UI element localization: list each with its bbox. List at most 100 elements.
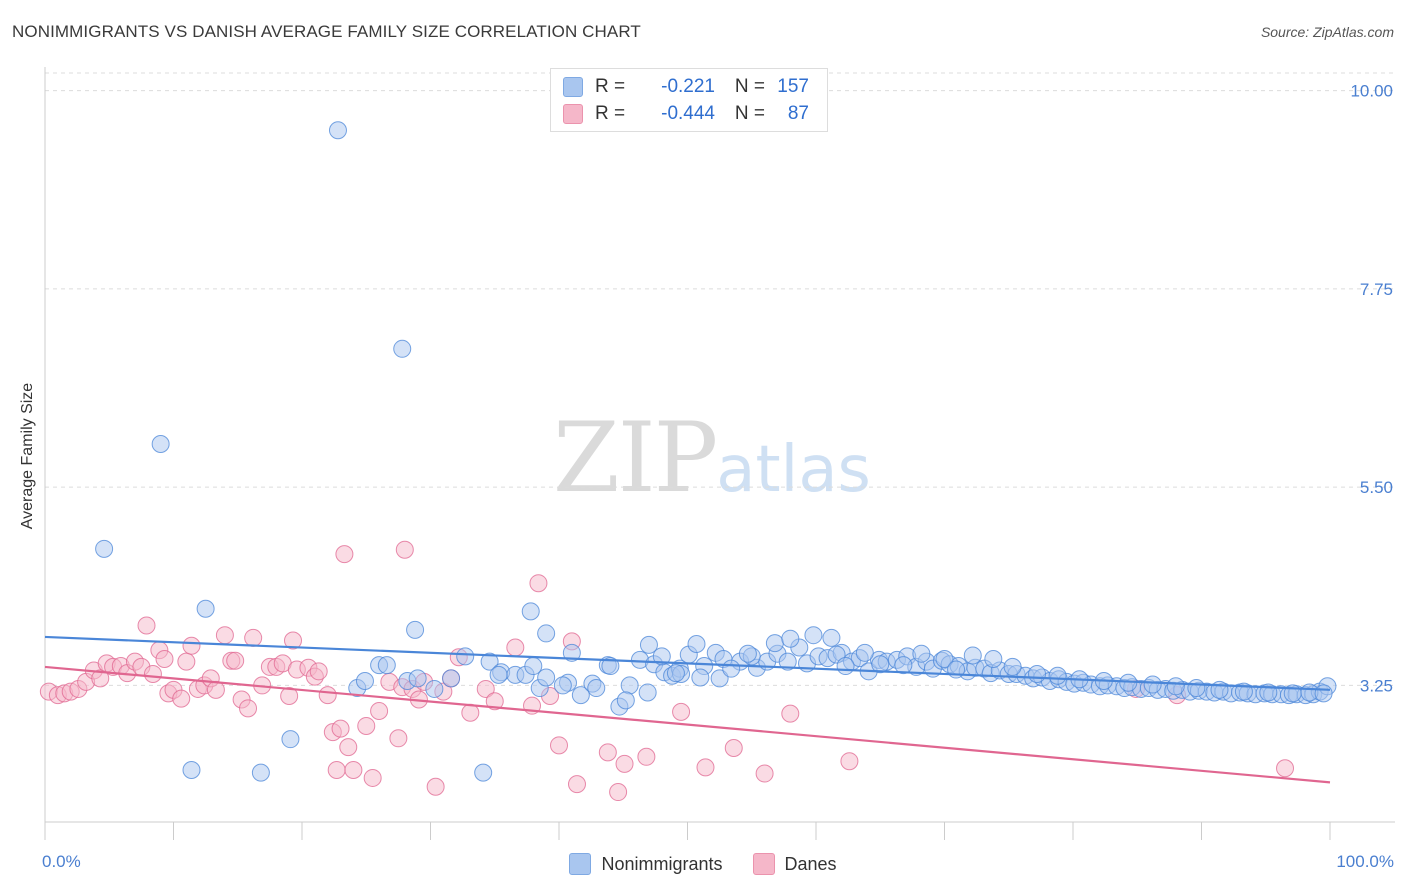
danes-point: [172, 689, 191, 708]
nonimmigrants-swatch: [563, 77, 583, 97]
y-tick-label: 5.50: [1360, 478, 1393, 497]
nonimmigrant-point: [1314, 684, 1333, 703]
nonimmigrant-point: [182, 761, 201, 780]
nonimmigrant-point: [710, 669, 729, 688]
danes-point: [137, 616, 156, 635]
nonimmigrant-point: [652, 647, 671, 666]
axes: [44, 67, 1395, 840]
danes-point: [284, 631, 303, 650]
nonimmigrant-point: [620, 676, 639, 695]
danes-point: [318, 686, 337, 705]
nonimmigrant-point: [1028, 664, 1047, 683]
n-value: 87: [787, 103, 809, 124]
nonimmigrant-point: [781, 629, 800, 648]
r-value: -0.444: [661, 103, 715, 124]
danes-point: [426, 777, 445, 796]
nonimmigrant-point: [537, 624, 556, 643]
danes-swatch: [563, 104, 583, 124]
nonimmigrant-point: [553, 676, 572, 695]
nonimmigrant-point: [151, 434, 170, 453]
danes-point: [755, 764, 774, 783]
nonimmigrant-point: [377, 656, 396, 675]
x-tick-label-max: 100.0%: [1336, 852, 1394, 871]
danes-point: [672, 702, 691, 721]
nonimmigrant-point: [687, 635, 706, 654]
nonimmigrant-point: [778, 652, 797, 671]
nonimmigrant-point: [616, 691, 635, 710]
nonimmigrant-point: [456, 647, 475, 666]
nonimmigrant-point: [822, 628, 841, 647]
nonimmigrant-point: [355, 672, 374, 691]
danes-point: [155, 649, 174, 668]
series-legend: Nonimmigrants Danes: [0, 853, 1406, 875]
danes-point: [395, 540, 414, 559]
nonimmigrants-trend-line: [44, 635, 1331, 691]
zipatlas-watermark: ZIPatlas: [553, 402, 871, 514]
legend-label-nonimmigrants: Nonimmigrants: [601, 853, 723, 874]
danes-point: [529, 574, 548, 593]
danes-point: [724, 738, 743, 757]
danes-point: [485, 692, 504, 711]
nonimmigrant-point: [639, 635, 658, 654]
danes-point: [567, 775, 586, 794]
danes-point: [244, 628, 263, 647]
danes-point: [344, 761, 363, 780]
nonimmigrant-point: [95, 539, 114, 558]
nonimmigrant-point: [765, 634, 784, 653]
danes-legend-swatch: [752, 853, 775, 875]
y-tick-label: 10.00: [1350, 82, 1393, 101]
nonimmigrant-point: [984, 649, 1003, 668]
danes-point: [615, 754, 634, 773]
danes-point: [461, 703, 480, 722]
nonimmigrant-point: [251, 763, 270, 782]
watermark-zip: ZIP: [553, 402, 718, 514]
nonimmigrant-point: [871, 655, 890, 674]
danes-point: [239, 699, 258, 718]
nonimmigrants-legend-swatch: [569, 853, 592, 875]
danes-point: [357, 716, 376, 735]
nonimmigrant-point: [691, 668, 710, 687]
n-value: 157: [777, 76, 809, 97]
nonimmigrant-point: [1187, 679, 1206, 698]
legend-row-danes: R = -0.444 N = 87: [563, 101, 809, 127]
danes-point: [781, 704, 800, 723]
danes-point: [840, 752, 859, 771]
danes-point: [637, 747, 656, 766]
nonimmigrant-point: [855, 643, 874, 662]
legend-item-danes: Danes: [752, 853, 837, 875]
correlation-legend: R = -0.221 N = 157 R = -0.444 N = 87: [550, 68, 828, 132]
danes-point: [598, 743, 617, 762]
nonimmigrant-point: [638, 683, 657, 702]
y-tick-label: 7.75: [1360, 280, 1393, 299]
danes-trend-line: [44, 665, 1331, 784]
nonimmigrant-point: [894, 656, 913, 675]
nonimmigrant-point: [1048, 666, 1067, 685]
nonimmigrant-point: [836, 657, 855, 676]
y-axis-label: Average Family Size: [19, 382, 36, 530]
legend-item-nonimmigrants: Nonimmigrants: [569, 853, 723, 875]
nonimmigrant-point: [442, 669, 461, 688]
chart-title: NONIMMIGRANTS VS DANISH AVERAGE FAMILY S…: [12, 22, 641, 41]
nonimmigrant-point: [1210, 680, 1229, 699]
danes-point: [309, 662, 328, 681]
nonimmigrant-point: [537, 668, 556, 687]
nonimmigrant-point: [489, 665, 508, 684]
nonimmigrant-point: [666, 664, 685, 683]
danes-point: [91, 669, 110, 688]
nonimmigrant-point: [601, 657, 620, 676]
nonimmigrant-point: [1143, 675, 1162, 694]
nonimmigrant-point: [571, 686, 590, 705]
danes-point: [335, 545, 354, 564]
source-label: Source: ZipAtlas.com: [1260, 24, 1394, 40]
danes-point: [370, 701, 389, 720]
legend-row-nonimmigrants: R = -0.221 N = 157: [563, 74, 809, 100]
danes-point: [696, 758, 715, 777]
danes-point: [182, 636, 201, 655]
nonimmigrant-point: [804, 626, 823, 645]
danes-point: [327, 761, 346, 780]
nonimmigrant-point: [474, 763, 493, 782]
danes-point: [1276, 759, 1295, 778]
danes-point: [506, 638, 525, 657]
nonimmigrant-point: [912, 644, 931, 663]
